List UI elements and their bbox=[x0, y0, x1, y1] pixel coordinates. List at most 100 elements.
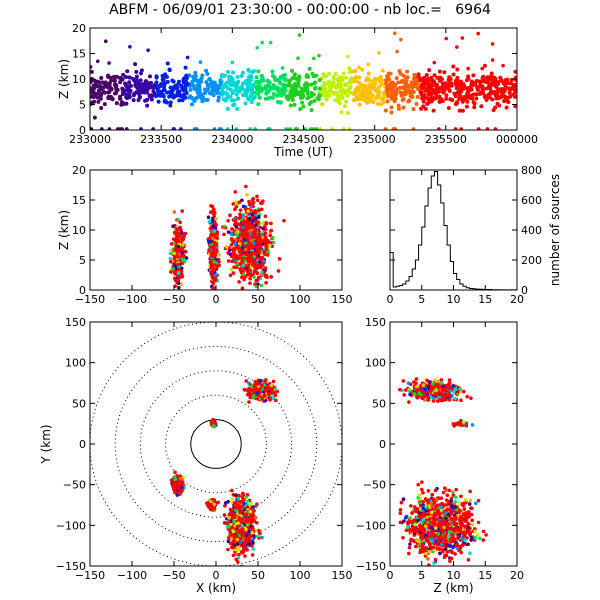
x-z-point bbox=[211, 286, 216, 290]
x-z-point bbox=[240, 286, 245, 290]
time-height-point bbox=[133, 62, 138, 67]
time-height-point bbox=[165, 79, 170, 84]
plan-view-point bbox=[245, 505, 250, 509]
x-z-point bbox=[239, 253, 244, 257]
histogram-xtick-label: 0 bbox=[387, 293, 394, 306]
x-z-point bbox=[208, 226, 213, 231]
time-height-point bbox=[167, 67, 172, 72]
time-height-point bbox=[250, 84, 255, 89]
plan-view-point bbox=[231, 539, 236, 544]
x-z-point bbox=[265, 275, 269, 280]
x-z-point bbox=[235, 256, 239, 261]
time-height-point bbox=[431, 108, 436, 113]
x-z-point bbox=[244, 184, 248, 189]
plan-view-xtick-label: 150 bbox=[332, 569, 353, 582]
x-z-point bbox=[268, 233, 272, 238]
time-height-point bbox=[464, 78, 469, 83]
plan-view-point bbox=[234, 557, 239, 562]
time-height-point bbox=[216, 95, 221, 100]
plan-view-point bbox=[248, 509, 253, 514]
plan-view-point bbox=[255, 391, 260, 395]
x-z-point bbox=[268, 243, 272, 248]
plan-view-point bbox=[243, 538, 248, 542]
time-height-outlier bbox=[432, 60, 437, 65]
time-height-point bbox=[337, 101, 342, 106]
time-height-point bbox=[205, 98, 210, 103]
x-z-point bbox=[258, 236, 262, 240]
time-height-outlier bbox=[377, 51, 381, 55]
time-height-point bbox=[246, 97, 251, 102]
time-height-point bbox=[364, 91, 369, 96]
plan-view-xtick-label: 100 bbox=[290, 569, 311, 582]
plan-view-point bbox=[173, 489, 178, 494]
x-z-ytick-label: 15 bbox=[72, 194, 86, 207]
time-height-point bbox=[446, 106, 451, 111]
x-z-point bbox=[259, 258, 263, 262]
time-height-point bbox=[92, 99, 97, 104]
time-height-point bbox=[344, 99, 349, 104]
plan-view-point bbox=[229, 510, 233, 515]
time-height-point bbox=[480, 84, 485, 89]
time-height-outlier bbox=[230, 60, 235, 65]
time-height-point bbox=[502, 99, 507, 104]
time-height-point bbox=[478, 91, 483, 96]
histogram-ytick-label: 600 bbox=[521, 194, 542, 207]
time-height-point bbox=[472, 105, 477, 110]
x-z-point bbox=[269, 228, 274, 233]
time-height-outlier bbox=[480, 66, 485, 71]
x-z-point bbox=[254, 219, 259, 224]
time-height-point bbox=[396, 80, 401, 85]
time-height-point bbox=[437, 94, 442, 99]
x-z-point bbox=[183, 249, 188, 254]
time-height-point bbox=[322, 87, 327, 92]
time-height-point bbox=[106, 74, 111, 79]
x-z-point bbox=[268, 221, 273, 226]
time-height-point bbox=[384, 88, 389, 93]
time-height-point bbox=[301, 104, 306, 109]
time-height-point bbox=[307, 66, 312, 71]
time-height-point bbox=[299, 86, 304, 91]
time-height-point bbox=[470, 96, 475, 101]
plan-view-point bbox=[240, 527, 244, 531]
time-height-point bbox=[170, 92, 175, 97]
plan-view-point bbox=[273, 393, 278, 398]
time-height-point bbox=[487, 92, 492, 97]
time-height-point bbox=[167, 94, 172, 99]
x-z-point bbox=[212, 229, 217, 233]
time-height-point bbox=[353, 75, 358, 80]
time-height-point bbox=[165, 61, 170, 66]
plan-view-point bbox=[222, 513, 227, 517]
time-height-point bbox=[243, 101, 248, 106]
time-height-point bbox=[391, 93, 396, 98]
time-height-point bbox=[424, 86, 429, 91]
plan-view-point bbox=[248, 524, 253, 529]
x-z-point bbox=[212, 263, 216, 267]
time-height-point bbox=[181, 80, 186, 85]
x-z-point bbox=[250, 212, 255, 217]
time-height-outlier bbox=[151, 127, 155, 130]
time-height-point bbox=[184, 74, 189, 79]
time-height-xtick-label: 234000 bbox=[211, 133, 253, 146]
x-z-xtick-label: 0 bbox=[213, 293, 220, 306]
time-height-point bbox=[156, 88, 161, 93]
time-height-outlier bbox=[341, 127, 346, 130]
time-height-point bbox=[278, 100, 283, 105]
time-height-point bbox=[139, 68, 144, 73]
time-height-point bbox=[385, 99, 390, 104]
x-z-point bbox=[168, 251, 173, 256]
x-z-point bbox=[213, 221, 217, 226]
time-height-point bbox=[434, 82, 439, 87]
plan-view-ytick-label: −100 bbox=[56, 519, 86, 532]
plan-view-point bbox=[255, 382, 260, 386]
time-height-outlier bbox=[212, 127, 217, 130]
time-height-outlier bbox=[460, 36, 465, 40]
x-z-point bbox=[210, 254, 215, 259]
plan-view-point bbox=[252, 508, 256, 513]
time-height-point bbox=[145, 103, 150, 108]
plan-view-point bbox=[232, 543, 237, 547]
plan-view-point bbox=[230, 545, 234, 550]
time-height-point bbox=[411, 106, 416, 111]
histogram-ytick-label: 0 bbox=[521, 284, 528, 297]
x-z-point bbox=[254, 284, 259, 289]
time-height-point bbox=[475, 92, 480, 97]
